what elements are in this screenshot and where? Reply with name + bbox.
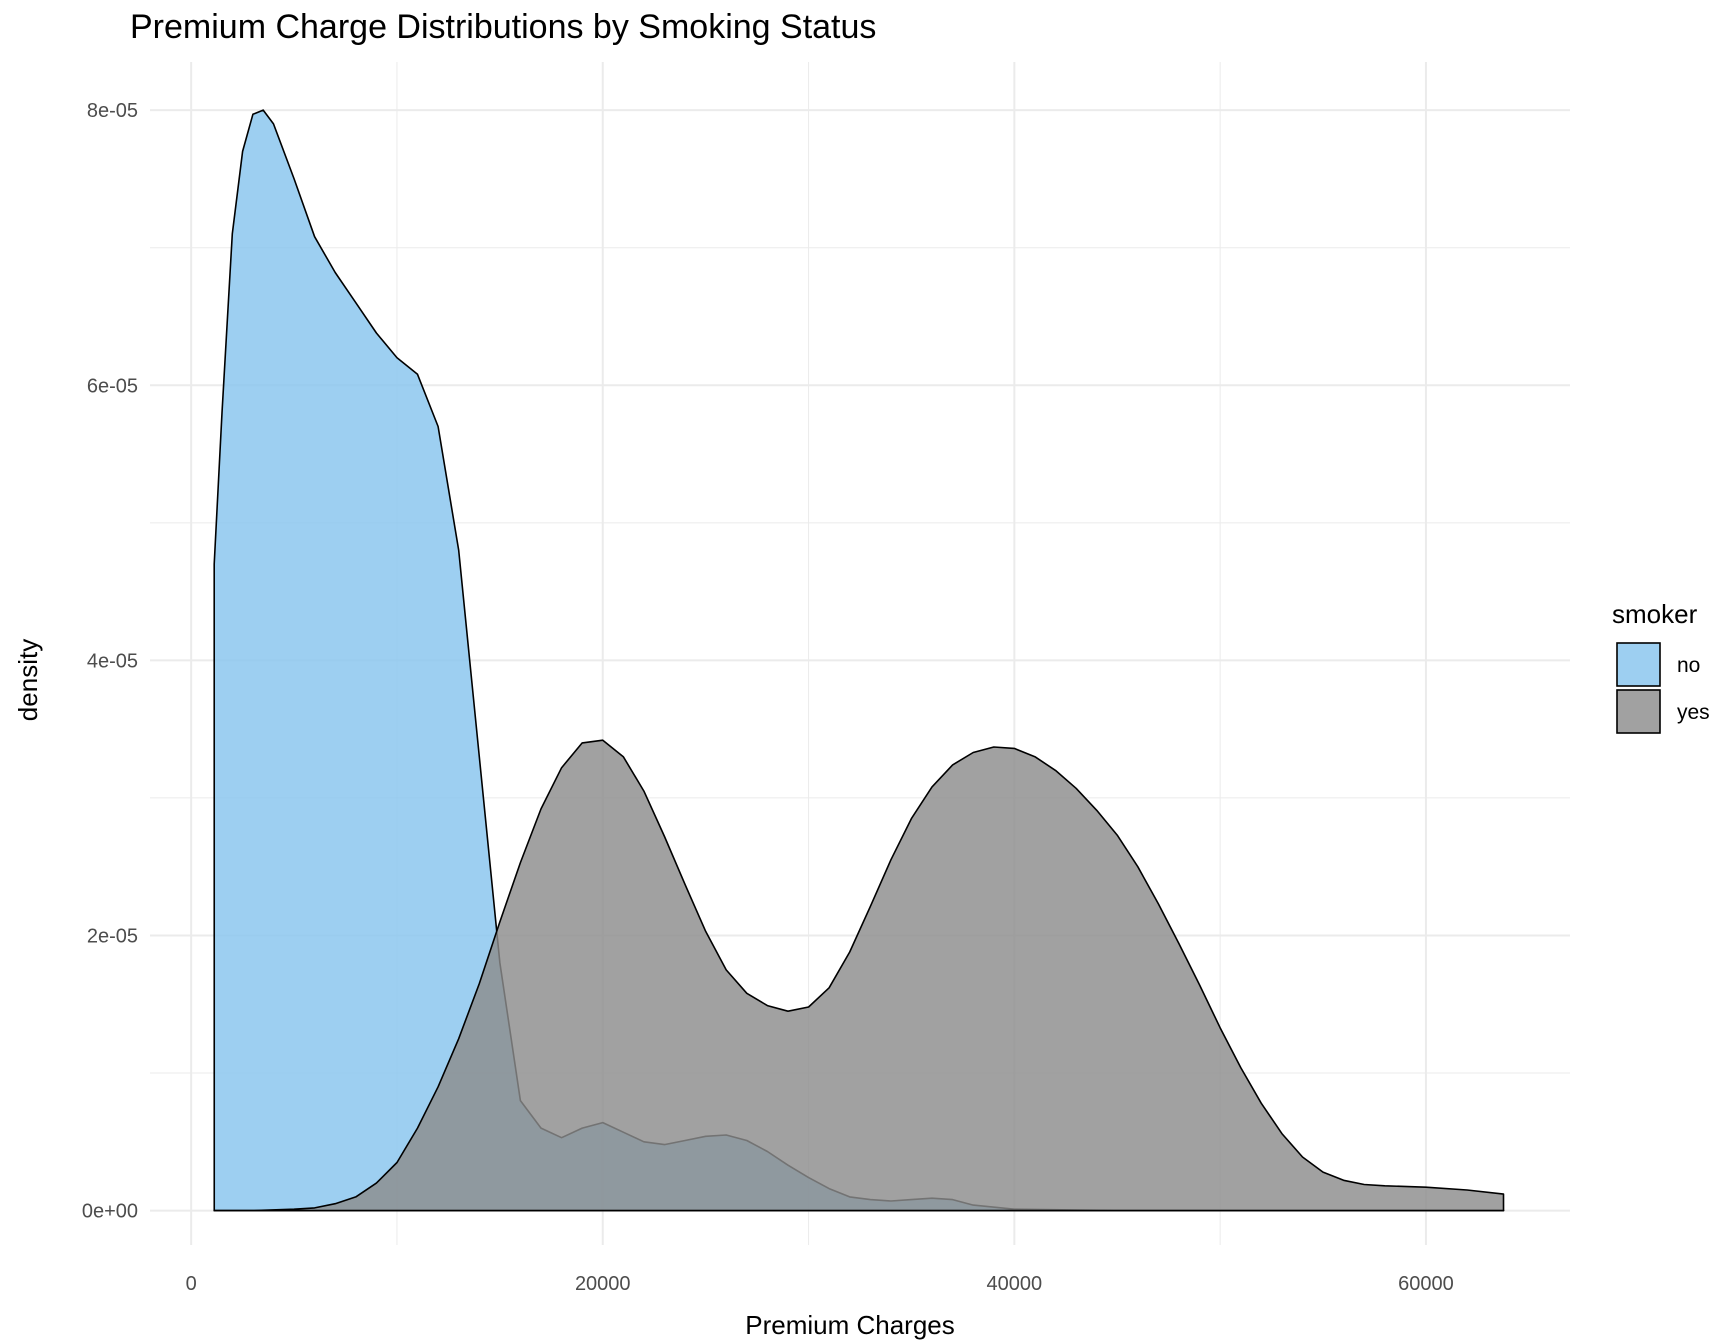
legend-title: smoker <box>1612 599 1698 629</box>
x-tick-label: 60000 <box>1398 1273 1454 1295</box>
y-axis-ticks: 0e+00 2e-05 4e-05 6e-05 8e-05 <box>82 100 138 1222</box>
legend-label-yes: yes <box>1677 701 1710 724</box>
density-series <box>213 109 1505 1212</box>
x-axis-ticks: 0 20000 40000 60000 <box>186 1273 1454 1295</box>
y-tick-label: 2e-05 <box>87 925 138 947</box>
y-tick-label: 6e-05 <box>87 375 138 397</box>
y-axis-title: density <box>13 639 43 721</box>
x-tick-label: 0 <box>186 1273 197 1295</box>
y-tick-label: 8e-05 <box>87 100 138 122</box>
x-tick-label: 20000 <box>575 1273 631 1295</box>
legend-key-yes <box>1616 689 1661 734</box>
y-tick-label: 4e-05 <box>87 650 138 672</box>
legend: smoker no yes <box>1612 599 1710 734</box>
x-axis-title: Premium Charges <box>745 1310 955 1340</box>
x-tick-label: 40000 <box>987 1273 1043 1295</box>
y-tick-label: 0e+00 <box>82 1201 138 1223</box>
legend-items: no yes <box>1616 642 1710 734</box>
legend-label-no: no <box>1677 654 1700 677</box>
density-area-yes <box>213 739 1505 1212</box>
chart-title: Premium Charge Distributions by Smoking … <box>130 8 877 46</box>
legend-key-no <box>1616 642 1661 687</box>
